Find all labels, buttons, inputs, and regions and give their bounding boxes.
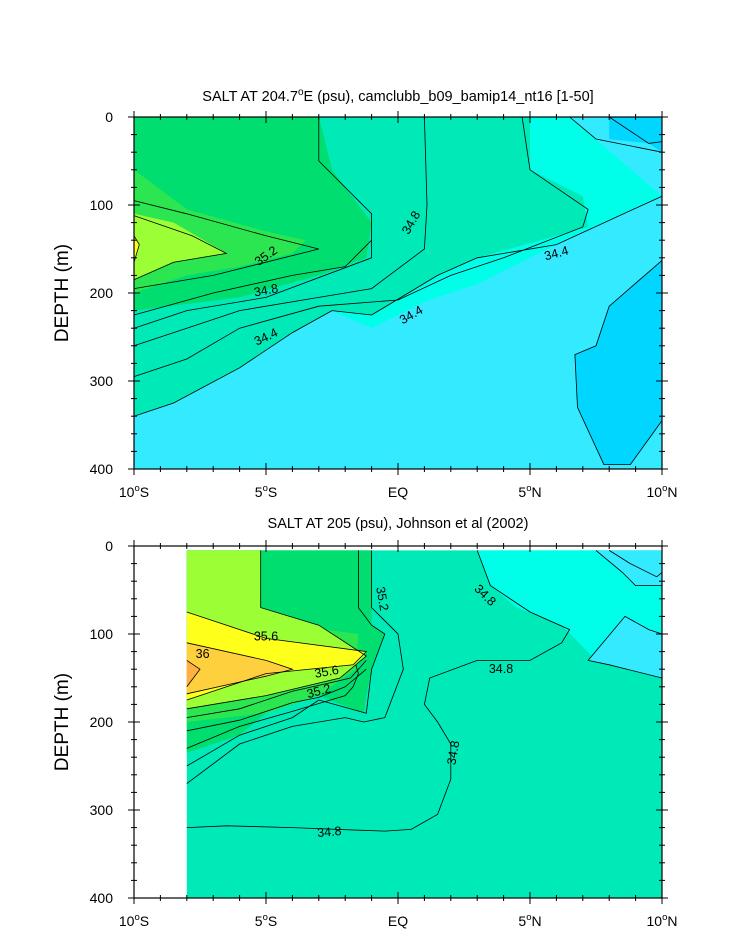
contour-label: 35.6 <box>313 663 339 681</box>
contour-label: 34.8 <box>253 281 279 299</box>
contour-line <box>608 116 663 144</box>
y-tick-label: 200 <box>90 285 114 301</box>
contour-line <box>574 260 663 466</box>
y-tick-label: 0 <box>105 109 113 125</box>
y-tick-label: 400 <box>90 890 114 906</box>
contour-label: 34.8 <box>489 662 513 676</box>
contour-label: 35.6 <box>254 630 278 644</box>
x-tick-label: 5oS <box>255 483 277 500</box>
contour-line <box>186 611 368 701</box>
chart-title: SALT AT 204.7oE (psu), camclubb_b09_bami… <box>202 87 593 105</box>
contour-label-text: 35.2 <box>373 586 391 612</box>
contour-line <box>608 550 663 578</box>
contour-label-text: 34.8 <box>489 662 513 676</box>
contour-line <box>186 550 367 710</box>
y-tick-label: 300 <box>90 802 114 818</box>
chart-title: SALT AT 205 (psu), Johnson et al (2002) <box>268 516 529 532</box>
y-tick-label: 200 <box>90 714 114 730</box>
contour-line <box>587 615 663 679</box>
x-tick-label: 5oN <box>518 483 541 500</box>
x-tick-label: 10oN <box>647 912 678 929</box>
contour-line <box>186 660 201 688</box>
contour-line <box>133 235 140 263</box>
contour-line <box>133 239 372 316</box>
contour-label-text: 36 <box>196 647 210 661</box>
contour-label-text: 34.8 <box>444 740 462 766</box>
x-tick-label: 5oN <box>518 912 541 929</box>
x-tick-label: EQ <box>388 913 408 929</box>
contour-line <box>133 116 428 347</box>
contour-label-text: 34.8 <box>253 281 279 299</box>
salinity-region-35.8 <box>186 642 293 694</box>
y-axis-label: DEPTH (m) <box>52 244 73 342</box>
salinity-region-34.4 <box>596 550 662 586</box>
contour-label: 36 <box>196 647 210 661</box>
contour-label-text: 34.4 <box>543 243 570 263</box>
contour-line <box>186 550 404 784</box>
y-tick-label: 0 <box>105 538 113 554</box>
contour-line <box>569 116 663 153</box>
x-tick-label: EQ <box>388 484 408 500</box>
salinity-region-34.4 <box>134 117 662 469</box>
contour-line <box>186 664 359 749</box>
salinity-region-36 <box>186 660 200 687</box>
salinity-region-35.6 <box>134 235 140 263</box>
contour-label-text: 34.8 <box>317 824 343 840</box>
contour-label: 35.2 <box>305 681 332 701</box>
contour-line <box>186 668 367 732</box>
contour-line <box>186 550 571 832</box>
contour-label: 34.8 <box>317 824 343 840</box>
contour-line <box>133 116 589 377</box>
contour-line <box>133 117 373 329</box>
salinity-region-35.2 <box>134 169 306 293</box>
y-axis-label: DEPTH (m) <box>52 673 73 771</box>
x-tick-label: 10oS <box>119 912 149 929</box>
y-tick-label: 100 <box>90 197 114 213</box>
contour-line <box>133 195 663 417</box>
contour-line <box>186 550 386 767</box>
contour-line <box>186 642 294 695</box>
contour-line <box>595 550 662 586</box>
salinity-region-34.2 <box>574 260 662 465</box>
contour-label-text: 35.6 <box>313 663 339 681</box>
contour-label-text: 35.2 <box>305 681 332 701</box>
contour-label: 34.4 <box>543 243 570 263</box>
panel-1: 35.234.834.434.834.434.4010020030040010o… <box>52 87 678 500</box>
contour-line <box>133 215 228 281</box>
contour-line <box>133 200 319 289</box>
contour-line <box>186 660 367 718</box>
salinity-region-35.4 <box>134 213 227 280</box>
x-tick-label: 5oS <box>255 912 277 929</box>
contour-label: 34.8 <box>444 740 462 766</box>
salinity-region-34.4 <box>588 616 662 678</box>
contour-label: 35.2 <box>373 586 391 612</box>
x-tick-label: 10oS <box>119 483 149 500</box>
y-tick-label: 300 <box>90 373 114 389</box>
y-tick-label: 100 <box>90 626 114 642</box>
y-tick-label: 400 <box>90 461 114 477</box>
x-tick-label: 10oN <box>647 483 678 500</box>
contour-label-text: 35.6 <box>254 630 278 644</box>
